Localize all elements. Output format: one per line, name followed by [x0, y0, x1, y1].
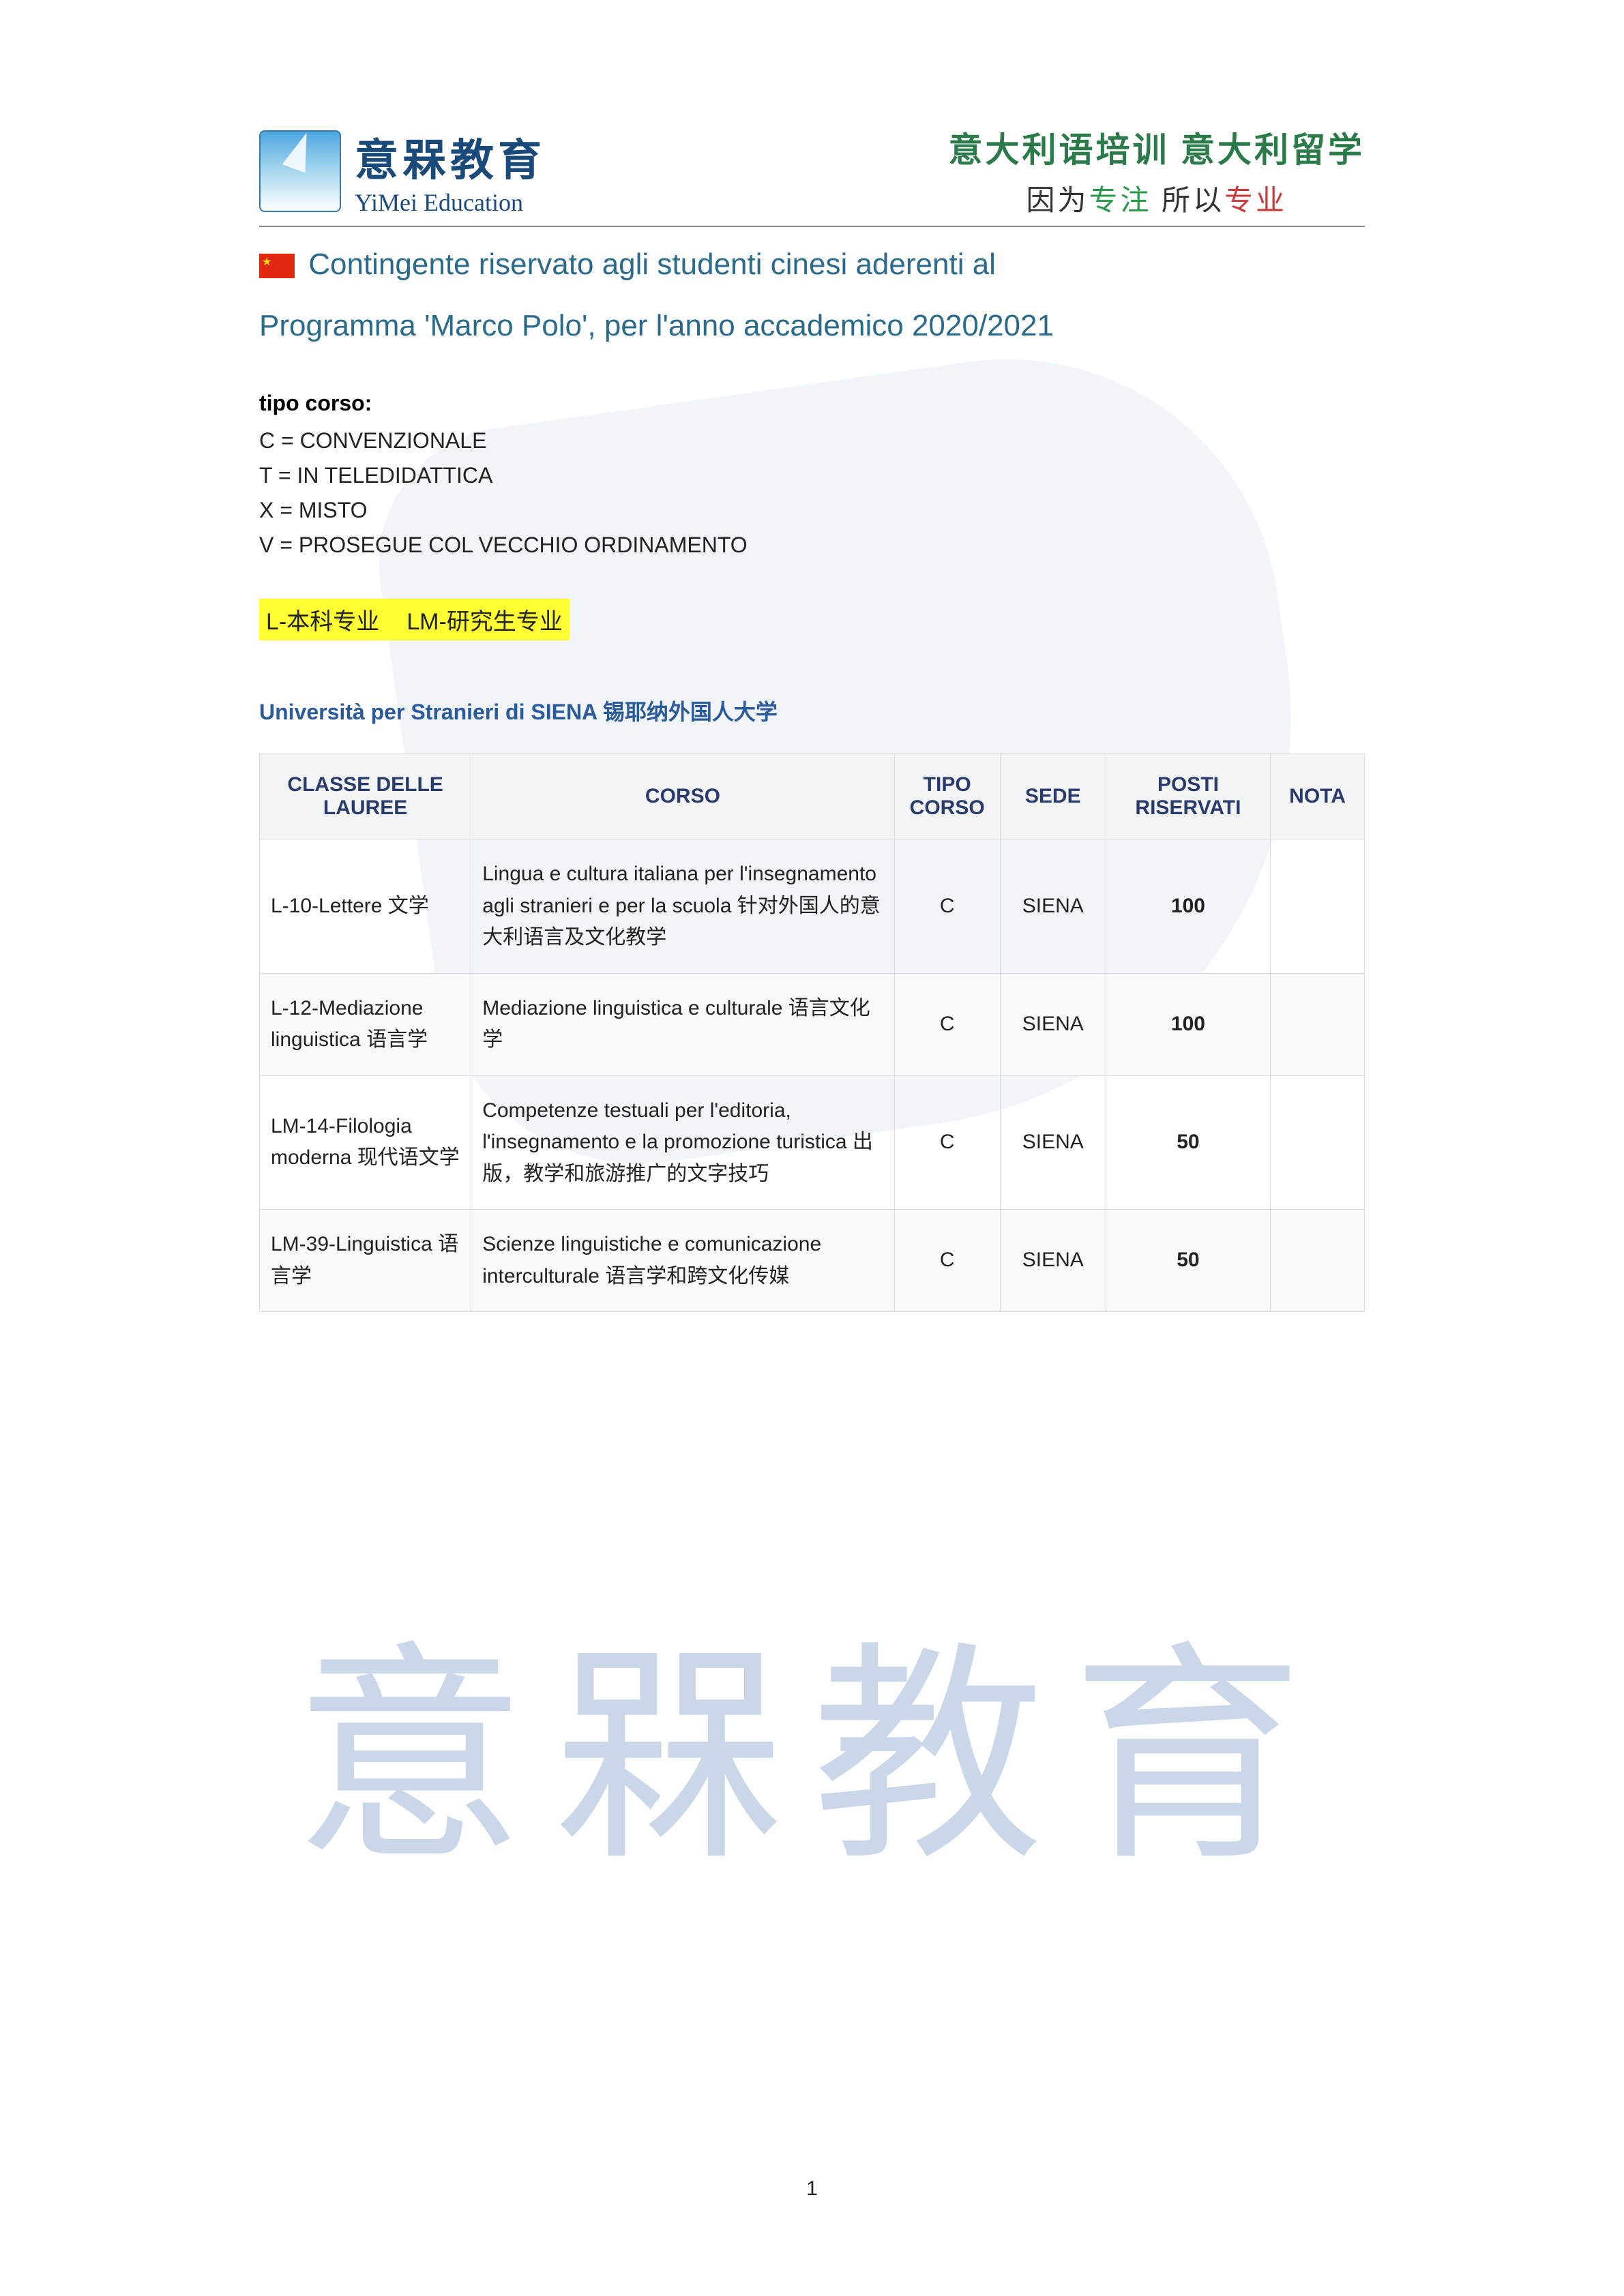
- table-cell-posti: 50: [1106, 1075, 1270, 1210]
- table-cell-nota: [1271, 973, 1365, 1075]
- logo-cn-text: 意槑教育: [355, 125, 546, 188]
- table-cell-corso: Lingua e cultura italiana per l'insegnam…: [471, 839, 894, 974]
- university-name: Università per Stranieri di SIENA 锡耶纳外国人…: [259, 695, 1365, 726]
- table-cell-sede: SIENA: [1000, 1210, 1106, 1312]
- table-cell-posti: 100: [1106, 839, 1270, 974]
- page-content: 意槑教育 YiMei Education 意大利语培训 意大利留学 因为专注 所…: [0, 0, 1624, 1312]
- header-right: 意大利语培训 意大利留学 因为专注 所以专业: [949, 123, 1365, 219]
- tipo-line-1: T = IN TELEDIDATTICA: [259, 463, 1365, 488]
- table-cell-corso: Scienze linguistiche e comunicazione int…: [471, 1210, 894, 1312]
- table-cell-sede: SIENA: [1000, 1075, 1106, 1210]
- slogan-accent2: 专业: [1224, 185, 1287, 217]
- table-cell-tipo: C: [894, 1210, 1000, 1312]
- table-cell-classe: L-10-Lettere 文学: [260, 839, 471, 974]
- table-row: LM-39-Linguistica 语言学Scienze linguistich…: [260, 1210, 1365, 1312]
- table-cell-sede: SIENA: [1000, 839, 1106, 974]
- table-cell-posti: 100: [1106, 973, 1270, 1075]
- tipo-line-3: V = PROSEGUE COL VECCHIO ORDINAMENTO: [259, 533, 1365, 558]
- table-header-cell: CLASSE DELLE LAUREE: [260, 754, 471, 839]
- courses-table: CLASSE DELLE LAUREECORSOTIPO CORSOSEDEPO…: [259, 754, 1365, 1312]
- watermark-text: 意槑教育: [0, 1568, 1624, 1904]
- slogan-p1: 因为: [1026, 185, 1089, 217]
- table-cell-nota: [1271, 1075, 1365, 1210]
- table-body: L-10-Lettere 文学Lingua e cultura italiana…: [260, 839, 1365, 1312]
- table-cell-tipo: C: [894, 973, 1000, 1075]
- title-text-1: Contingente riservato agli studenti cine…: [308, 248, 996, 281]
- highlight-box: L-本科专业 LM-研究生专业: [259, 599, 570, 640]
- logo-icon: [259, 130, 341, 212]
- table-cell-nota: [1271, 839, 1365, 974]
- page-number: 1: [0, 2177, 1624, 2201]
- table-header-cell: TIPO CORSO: [894, 754, 1000, 839]
- table-row: L-12-Mediazione linguistica 语言学Mediazion…: [260, 973, 1365, 1075]
- table-header-cell: CORSO: [471, 754, 894, 839]
- table-cell-corso: Mediazione linguistica e culturale 语言文化学: [471, 973, 894, 1075]
- table-cell-nota: [1271, 1210, 1365, 1312]
- table-cell-tipo: C: [894, 839, 1000, 974]
- header-slogan-top: 意大利语培训 意大利留学: [949, 123, 1365, 172]
- table-header-cell: POSTI RISERVATI: [1106, 754, 1270, 839]
- header-slogan-bottom: 因为专注 所以专业: [949, 177, 1365, 219]
- china-flag-icon: [259, 254, 295, 278]
- table-row: L-10-Lettere 文学Lingua e cultura italiana…: [260, 839, 1365, 974]
- table-cell-sede: SIENA: [1000, 973, 1106, 1075]
- table-cell-tipo: C: [894, 1075, 1000, 1210]
- highlight-part1: L-本科专业: [266, 609, 379, 635]
- slogan-accent1: 专注: [1089, 185, 1151, 217]
- title-line1: Contingente riservato agli studenti cine…: [259, 248, 1365, 282]
- table-cell-classe: LM-14-Filologia moderna 现代语文学: [260, 1075, 471, 1210]
- header: 意槑教育 YiMei Education 意大利语培训 意大利留学 因为专注 所…: [259, 123, 1365, 227]
- table-cell-posti: 50: [1106, 1210, 1270, 1312]
- tipo-corso-block: tipo corso: C = CONVENZIONALE T = IN TEL…: [259, 391, 1365, 558]
- table-cell-classe: LM-39-Linguistica 语言学: [260, 1210, 471, 1312]
- logo-block: 意槑教育 YiMei Education: [259, 125, 546, 217]
- tipo-line-0: C = CONVENZIONALE: [259, 428, 1365, 453]
- table-cell-classe: L-12-Mediazione linguistica 语言学: [260, 973, 471, 1075]
- table-cell-corso: Competenze testuali per l'editoria, l'in…: [471, 1075, 894, 1210]
- table-header: CLASSE DELLE LAUREECORSOTIPO CORSOSEDEPO…: [260, 754, 1365, 839]
- slogan-p2: 所以: [1152, 185, 1225, 217]
- logo-text: 意槑教育 YiMei Education: [355, 125, 546, 217]
- title-line2: Programma 'Marco Polo', per l'anno accad…: [259, 309, 1365, 343]
- tipo-label: tipo corso:: [259, 391, 1365, 416]
- table-header-cell: SEDE: [1000, 754, 1106, 839]
- table-header-cell: NOTA: [1271, 754, 1365, 839]
- table-row: LM-14-Filologia moderna 现代语文学Competenze …: [260, 1075, 1365, 1210]
- highlight-part2: LM-研究生专业: [407, 609, 563, 635]
- tipo-line-2: X = MISTO: [259, 498, 1365, 523]
- logo-en-text: YiMei Education: [355, 188, 546, 217]
- highlight-legend: L-本科专业 LM-研究生专业: [259, 599, 1365, 695]
